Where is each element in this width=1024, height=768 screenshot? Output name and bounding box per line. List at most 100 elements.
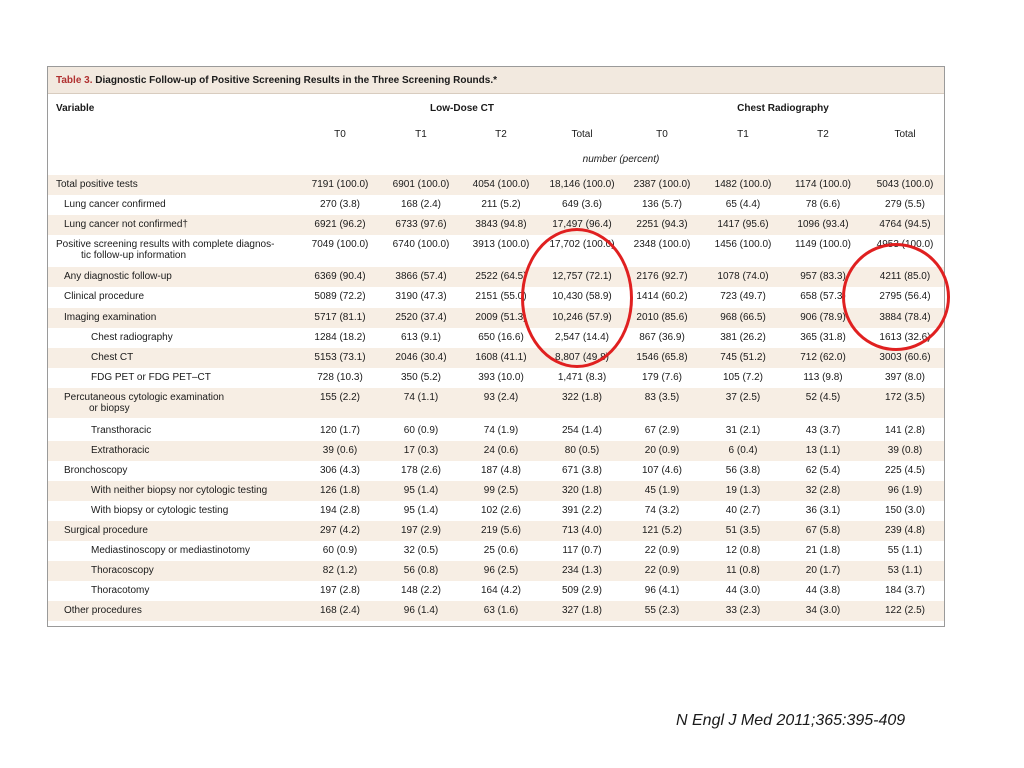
cell-cr-t2: 113 (9.8) xyxy=(803,372,843,383)
cell-cr-total: 4953 (100.0) xyxy=(876,239,934,250)
cell-ldct-total: 649 (3.6) xyxy=(561,199,603,210)
cell-cr-t1: 381 (26.2) xyxy=(720,332,766,343)
cell-ldct-t1: 3190 (47.3) xyxy=(395,291,447,302)
cell-cr-t2: 32 (2.8) xyxy=(805,485,841,496)
cell-ldct-total: 391 (2.2) xyxy=(561,505,603,516)
cell-cr-t1: 19 (1.3) xyxy=(725,485,761,496)
cell-cr-t1: 51 (3.5) xyxy=(725,525,761,536)
row-label: Surgical procedure xyxy=(64,525,148,536)
row-label: With biopsy or cytologic testing xyxy=(91,505,229,516)
table-row: Chest radiography 1284 (18.2) 613 (9.1) 650… xyxy=(48,328,944,348)
cell-ldct-t1: 56 (0.8) xyxy=(403,565,439,576)
cell-cr-total: 2795 (56.4) xyxy=(879,291,931,302)
row-label: Percutaneous cytologic examination xyxy=(64,392,225,403)
cell-ldct-t2: 164 (4.2) xyxy=(480,585,522,596)
cell-cr-t1: 745 (51.2) xyxy=(720,352,766,363)
table-row: Mediastinoscopy or mediastinotomy 60 (0.9… xyxy=(48,541,944,561)
group-header-chest-radiography: Chest Radiography xyxy=(737,103,829,114)
column-header-cr-t0: T0 xyxy=(656,129,668,140)
cell-cr-total: 1613 (32.6) xyxy=(879,332,931,343)
group-header-low-dose-ct: Low-Dose CT xyxy=(430,103,494,114)
units-label: number (percent) xyxy=(582,154,660,165)
table-row: Total positive tests 7191 (100.0) 6901 (10… xyxy=(48,175,944,195)
cell-cr-t2: 1096 (93.4) xyxy=(797,219,849,230)
cell-ldct-t0: 120 (1.7) xyxy=(319,425,361,436)
row-label: Chest CT xyxy=(91,352,134,363)
row-label: Other procedures xyxy=(64,605,142,616)
cell-ldct-t2: 211 (5.2) xyxy=(481,199,521,210)
cell-cr-t2: 21 (1.8) xyxy=(805,545,841,556)
cell-cr-total: 239 (4.8) xyxy=(884,525,926,536)
table-row: Lung cancer not confirmed† 6921 (96.2) 673… xyxy=(48,215,944,235)
cell-ldct-t1: 178 (2.6) xyxy=(400,465,442,476)
cell-ldct-t0: 297 (4.2) xyxy=(319,525,361,536)
row-label: FDG PET or FDG PET–CT xyxy=(91,372,211,383)
cell-ldct-t0: 270 (3.8) xyxy=(319,199,361,210)
cell-ldct-t0: 197 (2.8) xyxy=(319,585,361,596)
cell-cr-total: 96 (1.9) xyxy=(887,485,923,496)
cell-cr-t2: 365 (31.8) xyxy=(800,332,846,343)
row-label: Thoracoscopy xyxy=(91,565,154,576)
cell-cr-t1: 968 (66.5) xyxy=(720,312,766,323)
table-title-text: Diagnostic Follow-up of Positive Screeni… xyxy=(95,75,498,86)
cell-cr-t1: 6 (0.4) xyxy=(728,445,758,456)
results-table: Table 3. Diagnostic Follow-up of Positiv… xyxy=(47,66,945,627)
cell-ldct-total: 713 (4.0) xyxy=(561,525,603,536)
row-label: Clinical procedure xyxy=(64,291,145,302)
cell-ldct-t1: 3866 (57.4) xyxy=(395,271,447,282)
cell-cr-total: 279 (5.5) xyxy=(884,199,926,210)
cell-ldct-total: 17,497 (96.4) xyxy=(552,219,612,230)
cell-ldct-t2: 219 (5.6) xyxy=(480,525,522,536)
cell-cr-t2: 13 (1.1) xyxy=(805,445,841,456)
cell-ldct-total: 117 (0.7) xyxy=(562,545,602,556)
cell-cr-t1: 65 (4.4) xyxy=(725,199,761,210)
cell-cr-t0: 2251 (94.3) xyxy=(636,219,688,230)
variable-header: Variable xyxy=(56,103,95,114)
row-label: Bronchoscopy xyxy=(64,465,128,476)
cell-ldct-t0: 1284 (18.2) xyxy=(314,332,366,343)
table-number: Table 3. xyxy=(56,75,93,86)
cell-ldct-t1: 74 (1.1) xyxy=(403,392,439,403)
cell-ldct-total: 10,246 (57.9) xyxy=(552,312,612,323)
cell-cr-t2: 658 (57.3) xyxy=(800,291,846,302)
cell-ldct-t0: 728 (10.3) xyxy=(317,372,363,383)
cell-cr-t2: 1174 (100.0) xyxy=(795,179,851,190)
cell-cr-t2: 20 (1.7) xyxy=(805,565,841,576)
cell-ldct-t1: 2520 (37.4) xyxy=(395,312,447,323)
cell-cr-t1: 105 (7.2) xyxy=(722,372,764,383)
citation: N Engl J Med 2011;365:395-409 xyxy=(676,712,906,729)
table-row: Bronchoscopy 306 (4.3) 178 (2.6) 187 (4.8) 6… xyxy=(48,461,944,481)
cell-ldct-t1: 350 (5.2) xyxy=(400,372,442,383)
cell-cr-t0: 2387 (100.0) xyxy=(633,179,691,190)
cell-ldct-t0: 5717 (81.1) xyxy=(314,312,366,323)
cell-cr-total: 3003 (60.6) xyxy=(879,352,931,363)
row-label: Chest radiography xyxy=(91,332,173,343)
cell-ldct-t2: 2009 (51.3) xyxy=(475,312,527,323)
cell-ldct-t2: 25 (0.6) xyxy=(483,545,519,556)
table-row: Thoracotomy 197 (2.8) 148 (2.2) 164 (4.2) 50… xyxy=(48,581,944,601)
cell-ldct-t2: 3913 (100.0) xyxy=(472,239,530,250)
cell-ldct-t0: 168 (2.4) xyxy=(319,605,361,616)
cell-ldct-total: 509 (2.9) xyxy=(561,585,603,596)
cell-ldct-total: 12,757 (72.1) xyxy=(552,271,612,282)
cell-cr-t2: 906 (78.9) xyxy=(800,312,846,323)
cell-cr-total: 3884 (78.4) xyxy=(879,312,931,323)
table-row: FDG PET or FDG PET–CT 728 (10.3) 350 (5.2)… xyxy=(48,368,944,388)
cell-cr-total: 53 (1.1) xyxy=(887,565,923,576)
cell-cr-t0: 45 (1.9) xyxy=(644,485,680,496)
cell-ldct-t0: 126 (1.8) xyxy=(319,485,361,496)
cell-ldct-total: 327 (1.8) xyxy=(561,605,603,616)
cell-ldct-t1: 17 (0.3) xyxy=(403,445,439,456)
row-label: Extrathoracic xyxy=(91,445,150,456)
table-row: Surgical procedure 297 (4.2) 197 (2.9) 219 … xyxy=(48,521,944,541)
cell-ldct-t2: 63 (1.6) xyxy=(483,605,519,616)
table-row: Lung cancer confirmed 270 (3.8) 168 (2.4) 2… xyxy=(48,195,944,215)
cell-cr-t0: 107 (4.6) xyxy=(641,465,683,476)
cell-ldct-t0: 5153 (73.1) xyxy=(314,352,366,363)
table-row: Percutaneous cytologic examination or bio… xyxy=(48,388,944,418)
row-label: Mediastinoscopy or mediastinotomy xyxy=(91,545,250,556)
cell-cr-t1: 11 (0.8) xyxy=(726,565,760,576)
cell-cr-t0: 179 (7.6) xyxy=(641,372,683,383)
cell-cr-t1: 1456 (100.0) xyxy=(714,239,772,250)
cell-ldct-t1: 197 (2.9) xyxy=(400,525,442,536)
